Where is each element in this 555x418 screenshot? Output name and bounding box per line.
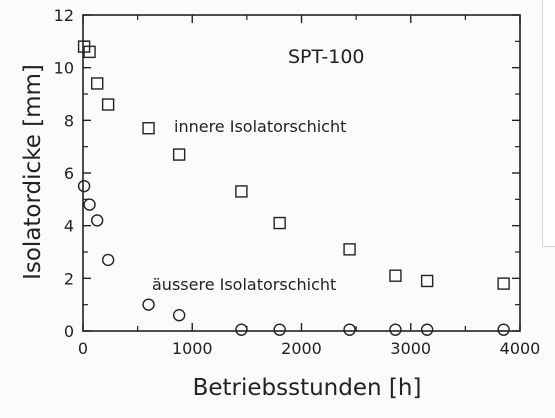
data-point-square (83, 45, 96, 59)
data-marks (77, 40, 510, 336)
y-tick-label: 6 (64, 164, 74, 183)
data-point-square (142, 122, 155, 135)
data-point-square (389, 269, 402, 282)
data-point-square (172, 148, 186, 161)
data-point-circle (343, 323, 356, 336)
data-point-square (235, 185, 248, 198)
data-point-circle (142, 298, 155, 311)
x-tick-label: 1000 (172, 339, 213, 358)
data-point-circle (389, 323, 402, 336)
data-point-square (273, 216, 286, 230)
y-tick-label: 10 (54, 59, 74, 78)
y-tick-label: 8 (64, 111, 74, 130)
data-point-square (101, 98, 115, 111)
data-point-square (91, 77, 104, 90)
data-point-circle (77, 179, 91, 193)
data-point-circle (101, 253, 115, 267)
data-point-square (420, 274, 434, 288)
data-point-square (343, 243, 356, 256)
data-point-circle (83, 198, 96, 211)
data-point-circle (235, 323, 248, 336)
y-axis-label: Isolatordicke [mm] (20, 64, 46, 280)
y-tick-label: 4 (64, 217, 74, 236)
x-tick-label: 2000 (281, 339, 322, 358)
data-point-circle (273, 323, 286, 336)
x-tick-label: 0 (78, 339, 88, 358)
series-label-outer: äussere Isolatorschicht (152, 275, 336, 294)
data-point-square (497, 277, 510, 290)
data-point-circle (91, 214, 104, 227)
data-point-circle (420, 323, 434, 336)
y-tick-label: 0 (64, 322, 74, 341)
x-tick-label: 4000 (500, 339, 541, 358)
x-tick-label: 3000 (390, 339, 431, 358)
data-point-circle (497, 323, 510, 336)
side-panel-edge (542, 0, 555, 247)
x-axis-label: Betriebsstunden [h] (193, 375, 422, 401)
y-tick-label: 2 (64, 269, 74, 288)
series-label-inner: innere Isolatorschicht (174, 117, 346, 136)
y-tick-label: 12 (54, 6, 74, 25)
chart-annotation: SPT-100 (288, 46, 365, 68)
data-point-circle (172, 309, 186, 322)
